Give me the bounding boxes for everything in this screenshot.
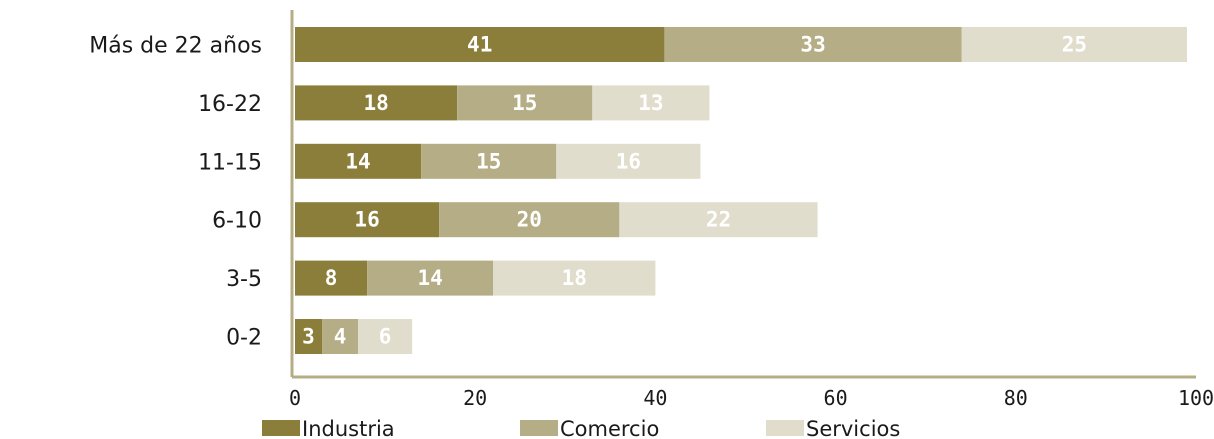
category-label: 6-10 <box>212 209 262 234</box>
bar-segment <box>592 85 710 121</box>
legend-swatch <box>520 420 558 436</box>
x-tick-label: 0 <box>289 386 301 410</box>
data-label: 18 <box>363 91 388 115</box>
data-label: 16 <box>354 208 379 232</box>
bar-segment <box>961 27 1187 62</box>
category-labels: Más de 22 años 16-22 11-15 6-10 3-5 0-2 <box>89 34 262 351</box>
bars-layer: 41 33 25 18 15 13 14 15 16 16 20 22 8 14 18 3 4 6 <box>295 27 1187 354</box>
bar-segment <box>493 260 656 296</box>
bar-segment <box>439 202 620 238</box>
bar-group: 41 33 25 <box>295 27 1187 62</box>
data-label: 16 <box>616 149 641 173</box>
bar-segment <box>295 319 323 354</box>
data-label: 15 <box>476 149 501 173</box>
x-tick-label: 60 <box>824 386 848 410</box>
bar-group: 8 14 18 <box>295 260 656 296</box>
x-tick-label: 20 <box>463 386 487 410</box>
data-label: 4 <box>334 325 347 349</box>
legend-item: Servicios <box>766 417 900 439</box>
bar-segment <box>358 319 413 354</box>
bar-segment <box>421 143 557 179</box>
bar-group: 16 20 22 <box>295 202 818 238</box>
x-tick-label: 40 <box>643 386 667 410</box>
bar-segment <box>295 85 458 121</box>
bar-segment <box>295 202 440 238</box>
legend-item: Industria <box>262 417 395 439</box>
bar-group: 14 15 16 <box>295 143 701 179</box>
data-label: 33 <box>800 33 825 57</box>
bar-segment <box>556 143 701 179</box>
x-tick-label: 100 <box>1178 386 1214 410</box>
bar-segment <box>367 260 494 296</box>
data-label: 14 <box>345 149 370 173</box>
data-label: 6 <box>379 325 392 349</box>
data-label: 3 <box>302 325 315 349</box>
axes: 0 20 40 60 80 100 <box>289 10 1214 410</box>
bar-segment <box>295 260 368 296</box>
data-label: 15 <box>512 91 537 115</box>
data-label: 41 <box>467 33 492 57</box>
legend-label: Servicios <box>806 417 900 439</box>
bar-segment <box>664 27 962 62</box>
legend-item: Comercio <box>520 417 659 439</box>
legend-label: Industria <box>302 417 395 439</box>
bar-segment <box>322 319 359 354</box>
category-label: 16-22 <box>198 92 262 117</box>
data-label: 13 <box>638 91 663 115</box>
category-label: Más de 22 años <box>89 34 262 59</box>
category-label: 0-2 <box>226 326 262 351</box>
bar-segment <box>295 143 422 179</box>
legend-label: Comercio <box>560 417 659 439</box>
data-label: 18 <box>562 266 587 290</box>
x-tick-label: 80 <box>1004 386 1028 410</box>
bar-segment <box>295 27 665 62</box>
bar-segment <box>457 85 593 121</box>
legend-swatch <box>766 420 804 436</box>
data-label: 20 <box>517 208 542 232</box>
category-label: 11-15 <box>198 150 262 175</box>
data-label: 22 <box>706 208 731 232</box>
data-label: 8 <box>325 266 338 290</box>
data-label: 14 <box>418 266 443 290</box>
legend: Industria Comercio Servicios <box>262 417 900 439</box>
legend-swatch <box>262 420 300 436</box>
bar-group: 18 15 13 <box>295 85 710 121</box>
data-label: 25 <box>1062 33 1087 57</box>
bar-segment <box>619 202 818 238</box>
category-label: 3-5 <box>226 267 262 292</box>
